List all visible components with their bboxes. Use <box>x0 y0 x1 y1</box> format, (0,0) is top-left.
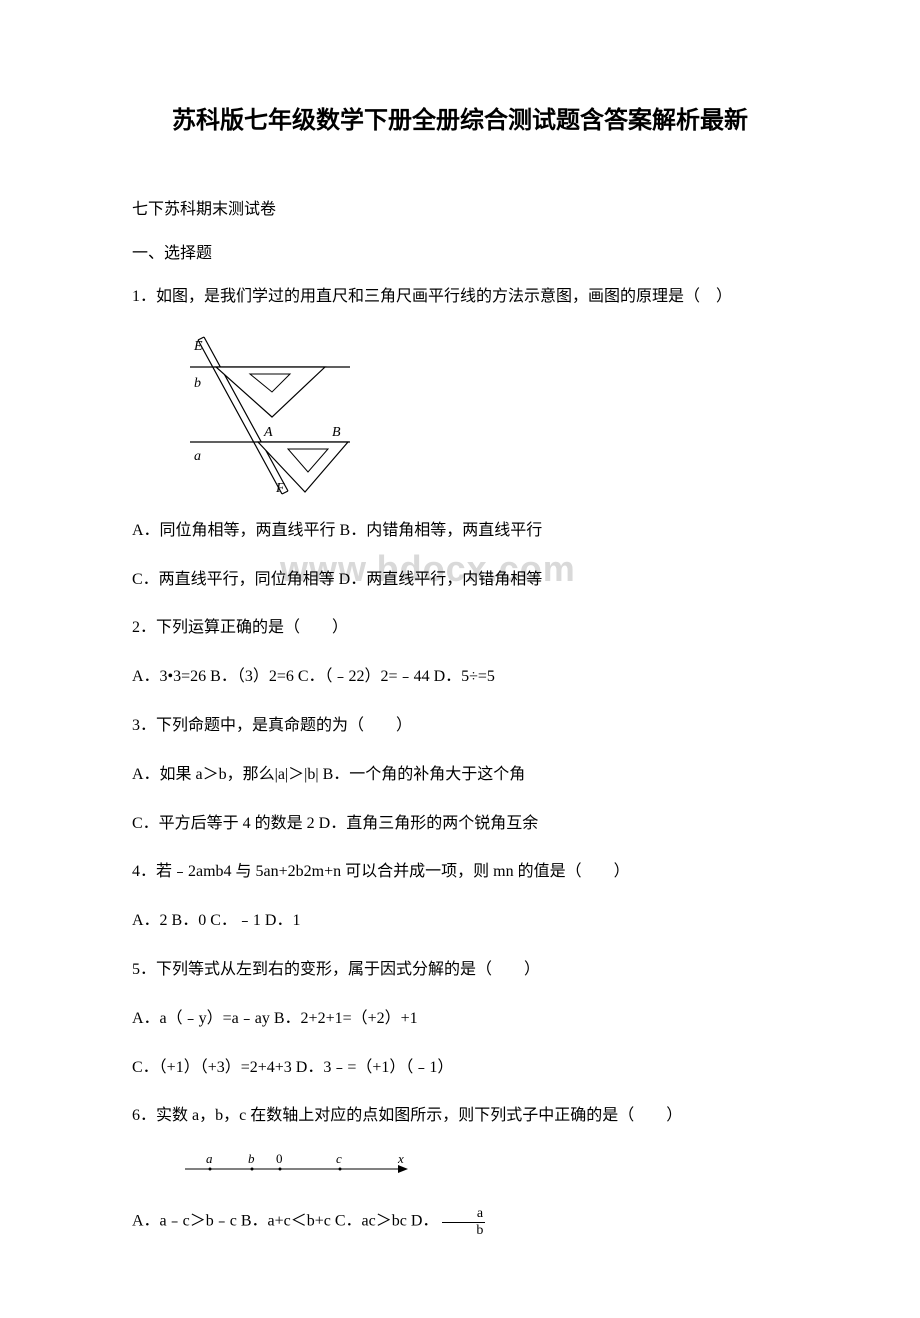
fig1-label-b-pt: B <box>332 425 341 440</box>
fig2-label-x: x <box>397 1151 404 1166</box>
q3-options-cd: C．平方后等于 4 的数是 2 D．直角三角形的两个锐角互余 <box>100 810 820 839</box>
question-1: 1．如图，是我们学过的用直尺和三角尺画平行线的方法示意图，画图的原理是（ ） <box>100 283 820 312</box>
question-3: 3．下列命题中，是真命题的为（ ） <box>100 712 820 741</box>
question-5: 5．下列等式从左到右的变形，属于因式分解的是（ ） <box>100 956 820 985</box>
question-2: 2．下列运算正确的是（ ） <box>100 614 820 643</box>
q1-options-cd: C．两直线平行，同位角相等 D．两直线平行，内错角相等 <box>100 566 820 595</box>
fig1-label-a-pt: A <box>263 425 273 440</box>
q6-options-prefix: A．a﹣c＞b﹣c B．a+c＜b+c C．ac＞bc D． <box>132 1213 438 1230</box>
fig2-label-c: c <box>336 1151 342 1166</box>
fraction-denominator: b <box>442 1223 485 1238</box>
fig1-label-b: b <box>194 376 201 391</box>
question-4: 4．若﹣2amb4 与 5an+2b2m+n 可以合并成一项，则 mn 的值是（… <box>100 858 820 887</box>
q1-options-ab: A．同位角相等，两直线平行 B．内错角相等，两直线平行 <box>100 517 820 546</box>
q6-options: A．a﹣c＞b﹣c B．a+c＜b+c C．ac＞bc D． a b <box>100 1206 820 1238</box>
question-6: 6．实数 a，b，c 在数轴上对应的点如图所示，则下列式子中正确的是（ ） <box>100 1102 820 1131</box>
figure-2: a b 0 c x <box>180 1151 820 1186</box>
q5-options-cd: C．（+1）（+3）=2+4+3 D．3﹣=（+1）（﹣1） <box>100 1054 820 1083</box>
q2-options: A．3•3=26 B．（3）2=6 C．（﹣22）2=﹣44 D．5÷=5 <box>100 663 820 692</box>
fraction-ab: a b <box>442 1206 485 1238</box>
page-title: 苏科版七年级数学下册全册综合测试题含答案解析最新 <box>100 100 820 135</box>
section-header: 一、选择题 <box>100 239 820 263</box>
subtitle: 七下苏科期末测试卷 <box>100 195 820 219</box>
fig2-label-0: 0 <box>276 1151 283 1166</box>
fig2-label-b: b <box>248 1151 255 1166</box>
figure-1: E b A B a F <box>180 332 820 502</box>
fig1-label-f: F <box>275 481 285 496</box>
fig1-label-a: a <box>194 449 201 464</box>
fig2-label-a: a <box>206 1151 213 1166</box>
q5-options-ab: A．a（﹣y）=a﹣ay B．2+2+1=（+2）+1 <box>100 1005 820 1034</box>
q4-options: A．2 B．0 C．﹣1 D．1 <box>100 907 820 936</box>
fig1-label-e: E <box>193 339 203 354</box>
fraction-numerator: a <box>442 1206 485 1222</box>
q3-options-ab: A．如果 a＞b，那么|a|＞|b| B．一个角的补角大于这个角 <box>100 761 820 790</box>
